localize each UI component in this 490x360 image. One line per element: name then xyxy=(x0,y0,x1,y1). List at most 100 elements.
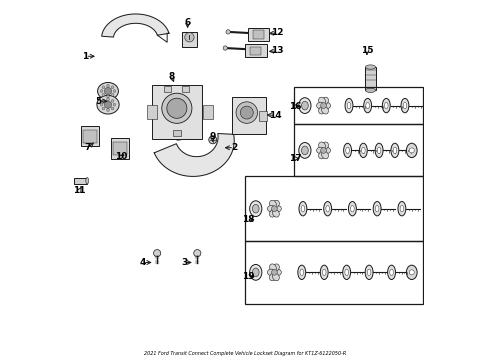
Ellipse shape xyxy=(406,143,417,158)
Circle shape xyxy=(102,94,105,96)
Ellipse shape xyxy=(324,202,332,216)
Ellipse shape xyxy=(366,88,375,93)
Circle shape xyxy=(236,102,258,123)
Ellipse shape xyxy=(97,95,119,114)
Circle shape xyxy=(104,87,112,95)
Circle shape xyxy=(111,107,114,110)
Circle shape xyxy=(107,84,109,87)
Bar xyxy=(294,125,422,176)
Ellipse shape xyxy=(317,147,324,154)
Ellipse shape xyxy=(250,201,262,217)
Ellipse shape xyxy=(351,206,354,212)
Text: 2021 Ford Transit Connect Complete Vehicle Lockset Diagram for KT1Z-6122050-R: 2021 Ford Transit Connect Complete Vehic… xyxy=(144,351,346,356)
Bar xyxy=(81,126,98,146)
Text: 19: 19 xyxy=(242,272,255,281)
Bar xyxy=(203,105,213,119)
Circle shape xyxy=(167,98,187,118)
Ellipse shape xyxy=(382,98,390,113)
Circle shape xyxy=(100,90,103,93)
Ellipse shape xyxy=(185,33,194,42)
Ellipse shape xyxy=(268,269,275,275)
Ellipse shape xyxy=(391,143,399,158)
Bar xyxy=(111,138,129,159)
Text: 18: 18 xyxy=(243,215,255,224)
Ellipse shape xyxy=(388,265,395,279)
Ellipse shape xyxy=(373,202,381,216)
Circle shape xyxy=(194,249,201,257)
Ellipse shape xyxy=(321,107,328,114)
Ellipse shape xyxy=(272,273,279,281)
Text: 12: 12 xyxy=(271,28,284,37)
Circle shape xyxy=(320,148,326,153)
Ellipse shape xyxy=(299,143,311,158)
Circle shape xyxy=(271,206,277,212)
Text: 1: 1 xyxy=(82,52,89,61)
Ellipse shape xyxy=(252,268,259,277)
Ellipse shape xyxy=(345,269,348,275)
Bar xyxy=(250,46,261,55)
Circle shape xyxy=(409,148,414,153)
Ellipse shape xyxy=(272,200,279,208)
Circle shape xyxy=(111,94,114,96)
Circle shape xyxy=(107,95,109,98)
Ellipse shape xyxy=(252,204,259,213)
Bar xyxy=(253,31,264,39)
Text: 5: 5 xyxy=(95,96,101,105)
Ellipse shape xyxy=(98,82,119,100)
Text: 9: 9 xyxy=(210,132,216,141)
Bar xyxy=(232,96,266,134)
Ellipse shape xyxy=(298,265,306,279)
Ellipse shape xyxy=(300,269,304,275)
Ellipse shape xyxy=(321,142,328,149)
Text: 14: 14 xyxy=(269,111,282,120)
Bar xyxy=(172,130,181,136)
Ellipse shape xyxy=(320,265,328,279)
Ellipse shape xyxy=(365,265,373,279)
Bar xyxy=(248,28,270,41)
Circle shape xyxy=(113,90,116,93)
Ellipse shape xyxy=(368,269,371,275)
Bar xyxy=(181,32,197,47)
Ellipse shape xyxy=(273,206,281,212)
Bar xyxy=(83,130,97,143)
Ellipse shape xyxy=(272,210,279,217)
Ellipse shape xyxy=(317,102,324,109)
Bar xyxy=(294,87,422,125)
Ellipse shape xyxy=(398,202,406,216)
Ellipse shape xyxy=(403,102,407,109)
Ellipse shape xyxy=(385,102,388,109)
Circle shape xyxy=(102,99,105,102)
Ellipse shape xyxy=(86,177,89,184)
Ellipse shape xyxy=(375,206,379,212)
Ellipse shape xyxy=(362,147,365,154)
Ellipse shape xyxy=(301,101,308,110)
Text: 17: 17 xyxy=(289,154,301,163)
Polygon shape xyxy=(102,14,169,37)
Circle shape xyxy=(162,93,192,123)
Ellipse shape xyxy=(250,265,262,280)
Ellipse shape xyxy=(343,143,351,158)
Ellipse shape xyxy=(322,102,330,109)
Circle shape xyxy=(111,99,114,102)
Ellipse shape xyxy=(299,202,307,216)
Circle shape xyxy=(113,103,116,106)
Circle shape xyxy=(409,270,414,275)
Bar xyxy=(245,176,422,241)
Circle shape xyxy=(104,101,112,108)
Ellipse shape xyxy=(321,151,328,159)
Ellipse shape xyxy=(301,206,305,212)
Bar xyxy=(147,105,157,119)
Ellipse shape xyxy=(318,151,325,159)
Ellipse shape xyxy=(318,142,325,149)
Bar xyxy=(245,241,422,304)
Ellipse shape xyxy=(322,147,330,154)
Ellipse shape xyxy=(348,202,356,216)
Bar xyxy=(259,111,267,121)
Ellipse shape xyxy=(366,102,369,109)
Ellipse shape xyxy=(270,273,276,281)
Ellipse shape xyxy=(401,98,409,113)
Circle shape xyxy=(153,249,161,257)
Text: 7: 7 xyxy=(85,143,91,152)
Circle shape xyxy=(209,136,217,144)
Circle shape xyxy=(100,103,103,106)
